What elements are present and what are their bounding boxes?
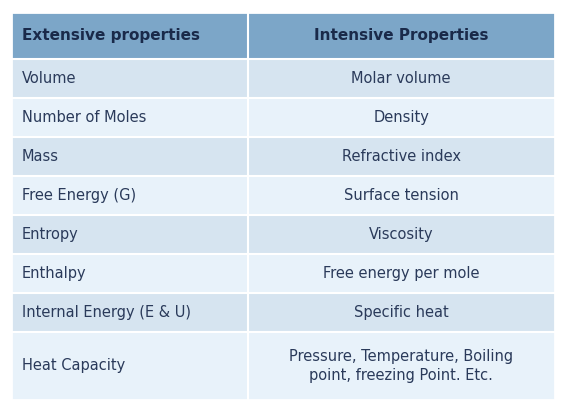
Text: Mass: Mass <box>22 149 58 164</box>
Bar <box>11 292 248 332</box>
Bar <box>248 332 555 400</box>
Bar <box>248 98 555 137</box>
Bar <box>11 332 248 400</box>
Bar <box>248 254 555 292</box>
Bar <box>248 59 555 98</box>
Text: Extensive properties: Extensive properties <box>22 28 199 43</box>
Text: Pressure, Temperature, Boiling
point, freezing Point. Etc.: Pressure, Temperature, Boiling point, fr… <box>289 349 513 383</box>
Text: Surface tension: Surface tension <box>344 187 458 203</box>
Bar <box>248 215 555 254</box>
Bar <box>248 176 555 215</box>
Bar <box>11 12 248 59</box>
Bar <box>11 59 248 98</box>
Bar <box>11 176 248 215</box>
Text: Molar volume: Molar volume <box>351 71 451 86</box>
Bar <box>11 254 248 292</box>
Text: Density: Density <box>373 109 429 124</box>
Bar <box>11 98 248 137</box>
Text: Internal Energy (E & U): Internal Energy (E & U) <box>22 305 191 320</box>
Bar <box>11 137 248 176</box>
Text: Free energy per mole: Free energy per mole <box>323 266 479 281</box>
Text: Viscosity: Viscosity <box>369 227 434 242</box>
Bar <box>11 215 248 254</box>
Text: Refractive index: Refractive index <box>342 149 461 164</box>
Text: Free Energy (G): Free Energy (G) <box>22 187 136 203</box>
Text: Specific heat: Specific heat <box>354 305 449 320</box>
Text: Enthalpy: Enthalpy <box>22 266 86 281</box>
Bar <box>248 12 555 59</box>
Text: Number of Moles: Number of Moles <box>22 109 146 124</box>
Bar <box>248 137 555 176</box>
Text: Heat Capacity: Heat Capacity <box>22 358 125 373</box>
Text: Volume: Volume <box>22 71 76 86</box>
Text: Intensive Properties: Intensive Properties <box>314 28 488 43</box>
Text: Entropy: Entropy <box>22 227 78 242</box>
Bar <box>248 292 555 332</box>
